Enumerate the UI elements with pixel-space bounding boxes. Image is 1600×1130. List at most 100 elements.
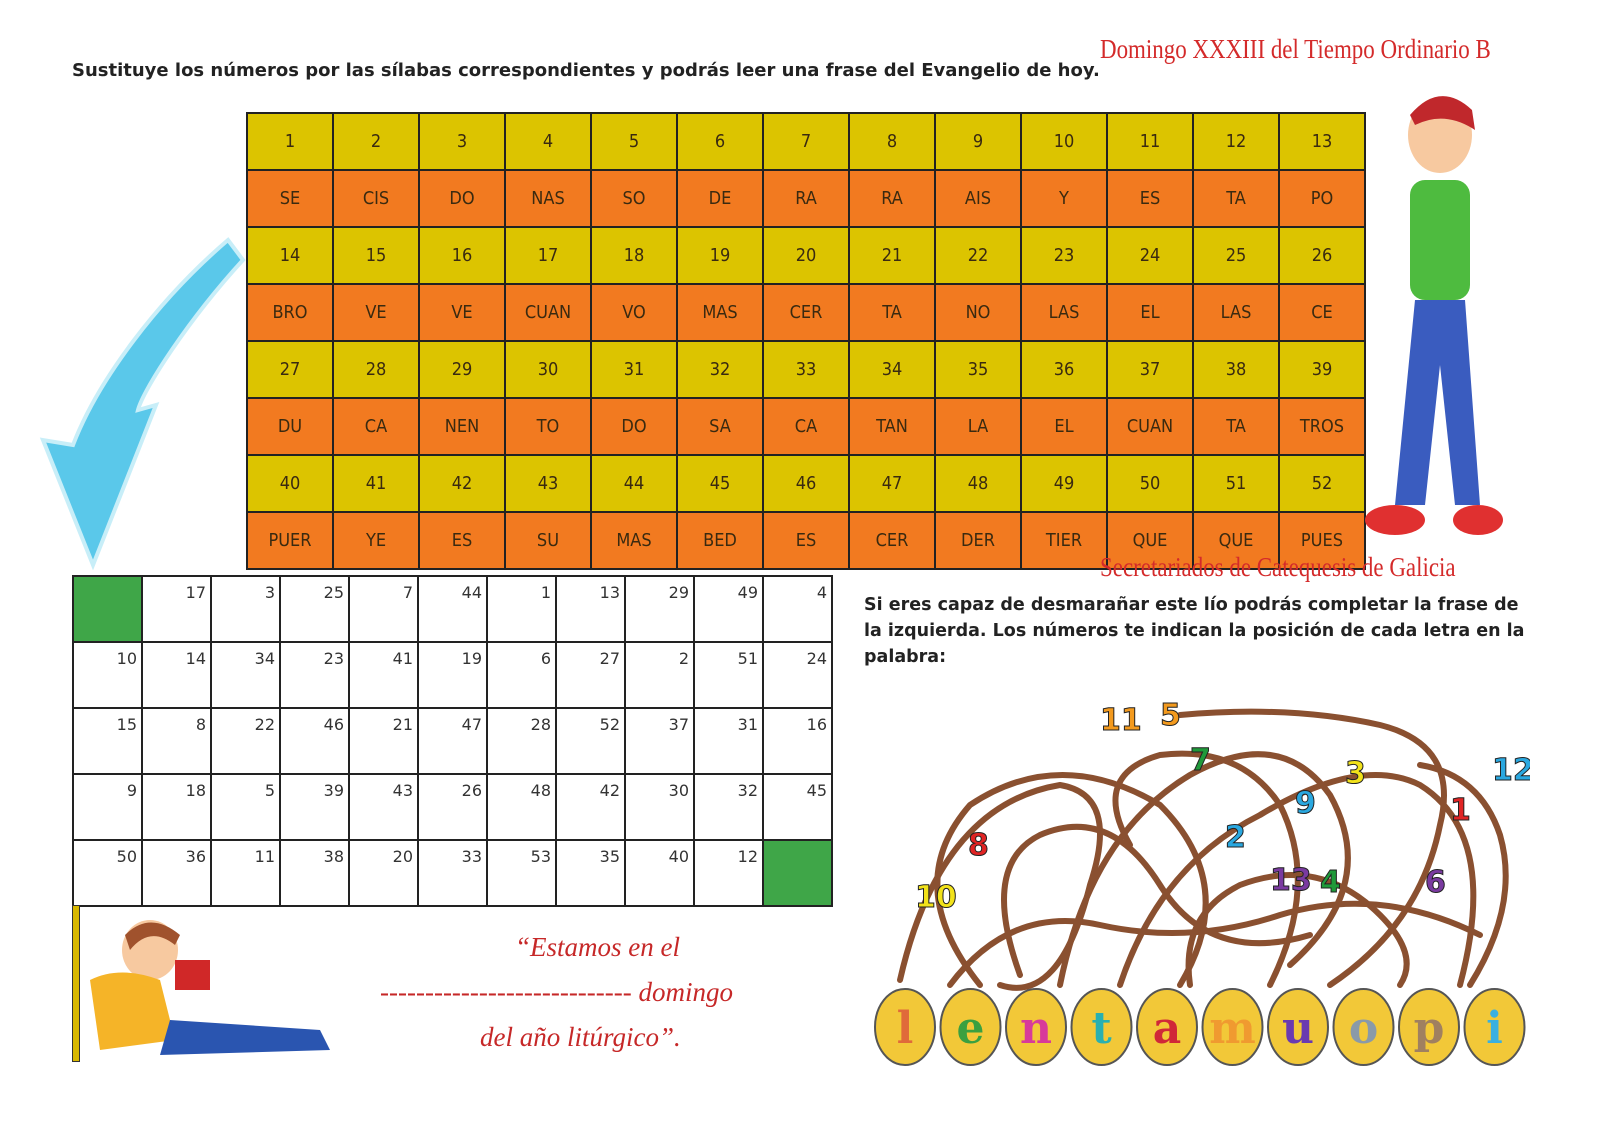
letter-medallion	[939, 988, 1002, 1066]
answer-cell[interactable]: 30	[624, 773, 695, 841]
answer-cell[interactable]: 13	[555, 575, 626, 643]
answer-cell[interactable]: 11	[210, 839, 281, 907]
syllable-number-cell: 2	[332, 112, 420, 171]
syllable-cell: LA	[934, 397, 1022, 456]
syllable-cell: ES	[418, 511, 506, 570]
answer-cell[interactable]: 46	[279, 707, 350, 775]
answer-cell[interactable]: 53	[486, 839, 557, 907]
page-title: Domingo XXXIII del Tiempo Ordinario B	[1100, 34, 1491, 64]
maze-letter: o	[1349, 1003, 1378, 1054]
answer-cell[interactable]: 32	[693, 773, 764, 841]
syllable-number-cell: 13	[1278, 112, 1366, 171]
maze-letter: u	[1282, 1003, 1314, 1054]
boy-reading-illustration	[90, 920, 330, 1055]
answer-cell[interactable]: 15	[72, 707, 143, 775]
maze-letter: p	[1414, 1003, 1445, 1054]
answer-cell[interactable]: 17	[141, 575, 212, 643]
fill-in-quote: “Estamos en el -------------------------…	[380, 925, 860, 1060]
letter-medallion	[1201, 988, 1264, 1066]
answer-cell[interactable]: 37	[624, 707, 695, 775]
answer-cell-number: 27	[599, 649, 620, 668]
answer-cell[interactable]: 49	[693, 575, 764, 643]
credit-text: Secretariados de Catequesis de Galicia	[1100, 552, 1456, 582]
answer-cell-number: 45	[806, 781, 827, 800]
answer-cell[interactable]: 23	[279, 641, 350, 709]
syllable-number-cell: 19	[676, 226, 764, 285]
answer-cell[interactable]: 42	[555, 773, 626, 841]
answer-cell[interactable]: 48	[486, 773, 557, 841]
answer-cell[interactable]: 19	[417, 641, 488, 709]
answer-cell[interactable]: 35	[555, 839, 626, 907]
answer-cell[interactable]: 14	[141, 641, 212, 709]
syllable-number-cell: 29	[418, 340, 506, 399]
answer-cell[interactable]: 39	[279, 773, 350, 841]
syllable-number-cell: 1	[246, 112, 334, 171]
answer-cell-number: 4	[816, 583, 827, 602]
answer-cell[interactable]: 12	[693, 839, 764, 907]
answer-cell-number: 39	[323, 781, 344, 800]
syllable-cell: BRO	[246, 283, 334, 342]
answer-cell-number: 20	[392, 847, 413, 866]
answer-cell[interactable]: 22	[210, 707, 281, 775]
answer-cell[interactable]: 43	[348, 773, 419, 841]
answer-cell-number: 5	[264, 781, 275, 800]
answer-cell[interactable]: 38	[279, 839, 350, 907]
answer-cell[interactable]: 4	[762, 575, 833, 643]
answer-cell[interactable]: 2	[624, 641, 695, 709]
letter-medallion	[1136, 988, 1198, 1066]
answer-cell[interactable]: 33	[417, 839, 488, 907]
answer-cell[interactable]: 6	[486, 641, 557, 709]
syllable-number-cell: 15	[332, 226, 420, 285]
answer-cell-number: 2	[678, 649, 689, 668]
maze-instruction: Si eres capaz de desmarañar este lío pod…	[864, 595, 1525, 667]
maze-letter: e	[957, 1003, 985, 1054]
syllable-cell: CA	[762, 397, 850, 456]
answer-cell[interactable]: 9	[72, 773, 143, 841]
answer-cell[interactable]: 25	[279, 575, 350, 643]
answer-cell-number: 17	[185, 583, 206, 602]
answer-cell-number: 22	[254, 715, 275, 734]
answer-cell[interactable]: 21	[348, 707, 419, 775]
maze-number: 10	[915, 880, 957, 915]
maze-letter: m	[1209, 1003, 1256, 1054]
answer-cell-number: 37	[668, 715, 689, 734]
answer-cell[interactable]: 44	[417, 575, 488, 643]
syllable-cell: ES	[1106, 169, 1194, 228]
answer-cell[interactable]: 5	[210, 773, 281, 841]
answer-cell[interactable]: 24	[762, 641, 833, 709]
answer-cell[interactable]: 34	[210, 641, 281, 709]
answer-cell[interactable]: 36	[141, 839, 212, 907]
answer-cell[interactable]: 50	[72, 839, 143, 907]
answer-cell[interactable]: 18	[141, 773, 212, 841]
answer-cell[interactable]: 29	[624, 575, 695, 643]
answer-cell[interactable]: 47	[417, 707, 488, 775]
syllable-cell: CUAN	[504, 283, 592, 342]
answer-cell[interactable]: 3	[210, 575, 281, 643]
answer-cell[interactable]: 41	[348, 641, 419, 709]
answer-cell[interactable]: 8	[141, 707, 212, 775]
answer-cell[interactable]: 16	[762, 707, 833, 775]
answer-cell[interactable]: 10	[72, 641, 143, 709]
syllable-cell: ES	[762, 511, 850, 570]
syllable-number-cell: 48	[934, 454, 1022, 513]
answer-cell[interactable]: 7	[348, 575, 419, 643]
answer-cell[interactable]: 26	[417, 773, 488, 841]
answer-cell[interactable]: 20	[348, 839, 419, 907]
letter-medallion	[1005, 988, 1067, 1066]
syllable-number-cell: 23	[1020, 226, 1108, 285]
answer-grid: 17 3 25 7 44 1 13 29 49 4 10 14 34 23 41 19 6 27 2 51 24 15 8 2…	[72, 575, 833, 907]
answer-cell[interactable]: 31	[693, 707, 764, 775]
syllable-cell: NEN	[418, 397, 506, 456]
syllable-number-cell: 17	[504, 226, 592, 285]
answer-cell[interactable]: 1	[486, 575, 557, 643]
answer-cell-number: 46	[323, 715, 344, 734]
answer-cell[interactable]: 51	[693, 641, 764, 709]
answer-cell[interactable]: 27	[555, 641, 626, 709]
answer-cell[interactable]: 40	[624, 839, 695, 907]
answer-cell[interactable]: 28	[486, 707, 557, 775]
maze-number: 5	[1160, 698, 1181, 733]
answer-cell[interactable]: 45	[762, 773, 833, 841]
maze-number: 12	[1492, 753, 1530, 788]
answer-blank[interactable]: ----------------------------	[380, 977, 632, 1007]
answer-cell[interactable]: 52	[555, 707, 626, 775]
